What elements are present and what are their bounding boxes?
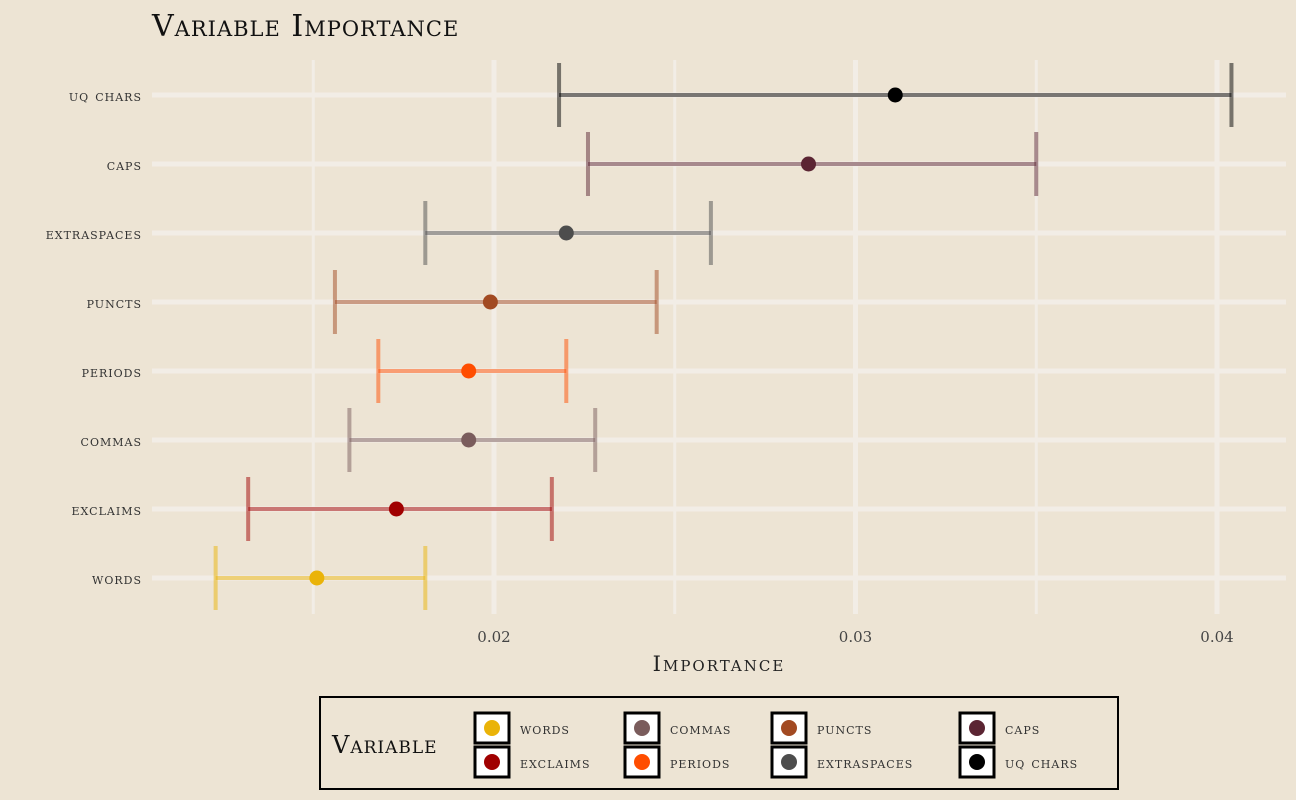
data-point-caps: [801, 156, 817, 172]
data-point-periods: [461, 363, 477, 379]
legend-label: periods: [670, 753, 730, 772]
data-point-extraspaces: [558, 225, 574, 241]
legend-label: commas: [670, 719, 731, 738]
x-tick-label: 0.02: [477, 628, 510, 646]
legend-swatch: [484, 754, 500, 770]
legend-key: [473, 745, 511, 779]
legend-label: extraspaces: [817, 753, 913, 772]
x-tick-label: 0.03: [839, 628, 872, 646]
x-axis-ticks: 0.02 0.03 0.04: [477, 628, 1233, 646]
legend-label: uq chars: [1005, 753, 1078, 772]
x-axis-label: Importance: [653, 652, 786, 676]
legend-item-uq-chars: uq chars: [958, 745, 1078, 779]
legend-label: exclaims: [520, 753, 590, 772]
legend-swatch: [969, 720, 985, 736]
legend-item-words: words: [473, 711, 570, 745]
y-tick-label: caps: [107, 155, 142, 174]
y-tick-label: uq chars: [69, 86, 142, 105]
legend-swatch: [969, 754, 985, 770]
data-point-words: [309, 570, 325, 586]
legend-label: caps: [1005, 719, 1040, 738]
legend-item-exclaims: exclaims: [473, 745, 590, 779]
grid-lines: [152, 60, 1286, 614]
y-axis-ticks: uq chars caps extraspaces puncts periods comm…: [46, 86, 142, 588]
y-tick-label: extraspaces: [46, 224, 142, 243]
errorbar-puncts: [332, 270, 659, 334]
errorbar-extraspaces: [423, 201, 713, 265]
errorbar-exclaims: [246, 477, 554, 541]
x-tick-label: 0.04: [1200, 628, 1233, 646]
errorbar-words: [213, 546, 428, 610]
data-point-uq-chars: [887, 87, 903, 103]
legend-key: [770, 711, 808, 745]
legend-swatch: [634, 720, 650, 736]
legend-item-periods: periods: [623, 745, 730, 779]
legend-item-commas: commas: [623, 711, 731, 745]
chart-title: Variable Importance: [151, 9, 459, 44]
legend: Variable words commas puncts caps exclaims pe…: [319, 696, 1119, 790]
legend-box: [319, 696, 1119, 790]
y-tick-label: puncts: [87, 293, 142, 312]
legend-swatch: [484, 720, 500, 736]
legend-label: words: [520, 719, 570, 738]
legend-label: puncts: [817, 719, 872, 738]
legend-item-caps: caps: [958, 711, 1040, 745]
y-tick-label: periods: [82, 362, 142, 381]
legend-swatch: [634, 754, 650, 770]
error-bars: [213, 63, 1234, 610]
y-tick-label: commas: [81, 431, 142, 450]
legend-swatch: [781, 720, 797, 736]
data-point-exclaims: [388, 501, 404, 517]
y-tick-label: exclaims: [72, 500, 142, 519]
legend-item-puncts: puncts: [770, 711, 872, 745]
errorbar-periods: [376, 339, 569, 403]
errorbar-commas: [347, 408, 598, 472]
data-point-puncts: [482, 294, 498, 310]
legend-items: words commas puncts caps exclaims periods extr…: [473, 711, 1078, 779]
y-tick-label: words: [92, 569, 142, 588]
legend-title: Variable: [331, 731, 438, 759]
legend-swatch: [781, 754, 797, 770]
errorbar-uq-chars: [557, 63, 1234, 127]
legend-item-extraspaces: extraspaces: [770, 745, 913, 779]
data-point-commas: [461, 432, 477, 448]
errorbar-caps: [585, 132, 1039, 196]
